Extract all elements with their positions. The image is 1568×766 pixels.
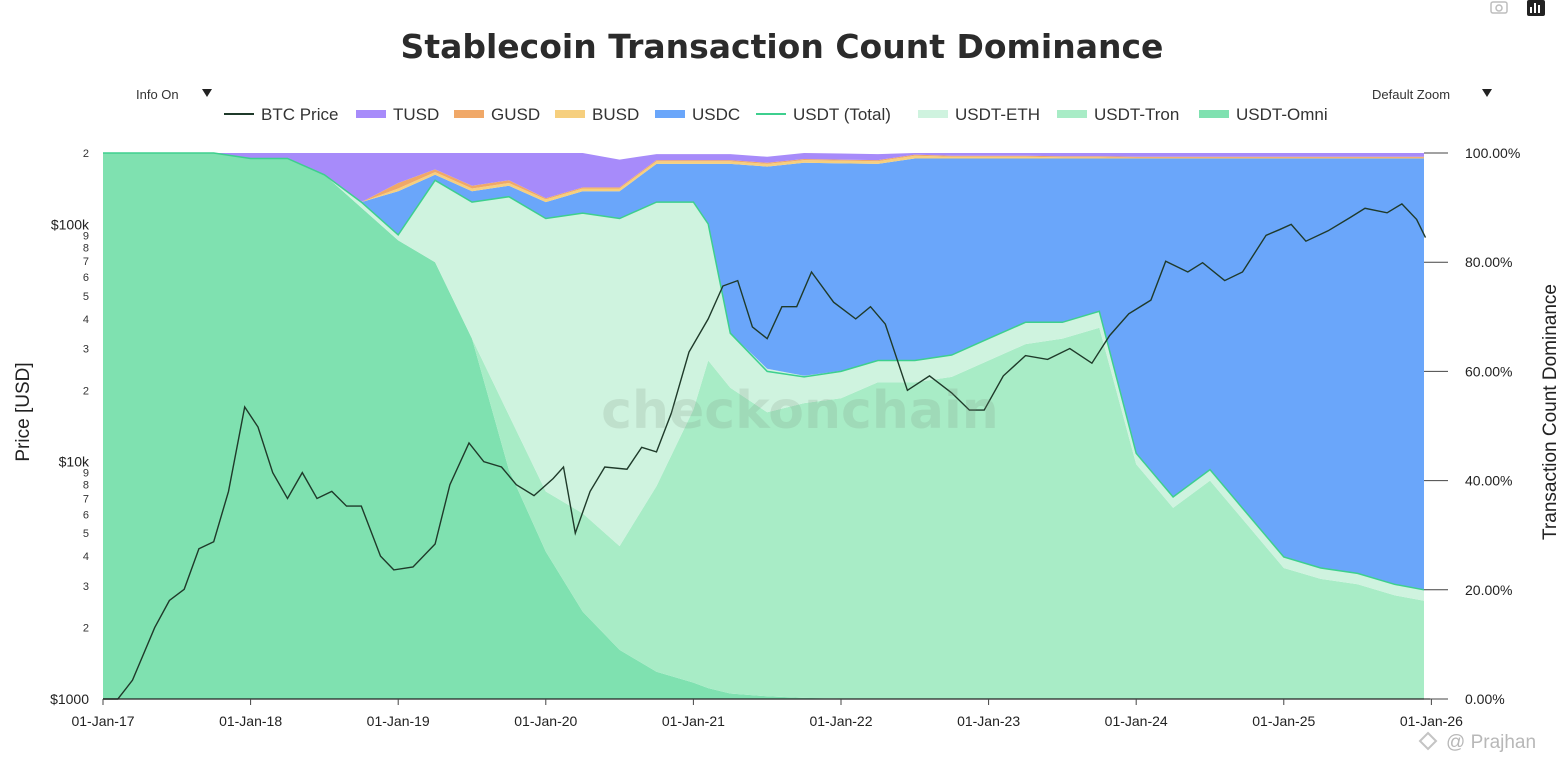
right-tick-label: 0.00% xyxy=(1465,691,1505,707)
right-tick-label: 40.00% xyxy=(1465,473,1512,489)
right-tick-label: 60.00% xyxy=(1465,363,1512,379)
chart-legend: BTC Price TUSD GUSD BUSD USDC USDT (Total) USD… xyxy=(224,105,1328,124)
info-chevron-down-icon xyxy=(202,89,212,97)
info-toggle-dropdown[interactable]: Info On xyxy=(136,87,212,102)
watermark-text: checkonchain xyxy=(601,381,999,441)
left-tick-label: 9 xyxy=(83,230,89,242)
legend-item-usdt-total[interactable]: USDT (Total) xyxy=(756,105,891,124)
zoom-select-label: Default Zoom xyxy=(1372,87,1450,102)
diamond-logo-icon xyxy=(1418,731,1438,751)
legend-label: USDT-Omni xyxy=(1236,105,1328,124)
area-busd xyxy=(103,153,1424,203)
left-tick-label: $10k xyxy=(59,454,90,470)
left-tick-label: 5 xyxy=(83,291,89,303)
left-axis-title: Price [USD] xyxy=(13,362,34,461)
area-usdt-eth xyxy=(103,153,1424,601)
left-tick-label: 3 xyxy=(83,581,89,593)
left-tick-label: 8 xyxy=(83,242,89,254)
legend-label: USDT-Tron xyxy=(1094,105,1179,124)
x-tick-label: 01-Jan-20 xyxy=(514,713,577,729)
credit-text: @ Prajhan xyxy=(1446,732,1536,753)
right-axis: 0.00% 20.00% 40.00% 60.00% 80.00% 100.00% xyxy=(1424,145,1520,707)
x-tick-label: 01-Jan-23 xyxy=(957,713,1020,729)
x-axis: 01-Jan-17 01-Jan-18 01-Jan-19 01-Jan-20 01-J… xyxy=(71,699,1463,729)
right-tick-label: 80.00% xyxy=(1465,254,1512,270)
left-tick-label: 5 xyxy=(83,528,89,540)
left-tick-label: 7 xyxy=(83,493,89,505)
legend-label: GUSD xyxy=(491,105,540,124)
legend-item-usdt-omni[interactable]: USDT-Omni xyxy=(1199,105,1328,124)
left-tick-label: 6 xyxy=(83,272,89,284)
legend-label: BUSD xyxy=(592,105,639,124)
area-usdt-omni xyxy=(103,153,1424,699)
x-tick-label: 01-Jan-22 xyxy=(809,713,872,729)
left-tick-label: 7 xyxy=(83,256,89,268)
chart-title: Stablecoin Transaction Count Dominance xyxy=(401,27,1164,66)
legend-swatch xyxy=(555,110,585,118)
x-tick-label: 01-Jan-19 xyxy=(367,713,430,729)
x-tick-label: 01-Jan-17 xyxy=(71,713,134,729)
modebar-camera-icon[interactable] xyxy=(1490,1,1508,14)
area-gusd xyxy=(103,153,1424,203)
right-tick-label: 20.00% xyxy=(1465,582,1512,598)
left-tick-label: 4 xyxy=(83,314,89,326)
credit-badge: @ Prajhan xyxy=(1418,731,1536,753)
legend-swatch xyxy=(1057,110,1087,118)
legend-label: TUSD xyxy=(393,105,439,124)
left-tick-label: 2 xyxy=(83,623,89,635)
left-tick-label: $100k xyxy=(51,216,90,232)
legend-swatch xyxy=(454,110,484,118)
x-tick-label: 01-Jan-21 xyxy=(662,713,725,729)
left-tick-label: 8 xyxy=(83,480,89,492)
legend-item-tusd[interactable]: TUSD xyxy=(356,105,439,124)
left-tick-label: $1000 xyxy=(50,691,89,707)
zoom-chevron-down-icon xyxy=(1482,89,1492,97)
legend-swatch xyxy=(655,110,685,118)
area-usdt-tron xyxy=(103,153,1424,699)
x-tick-label: 01-Jan-25 xyxy=(1252,713,1315,729)
area-tusd xyxy=(103,153,1424,203)
legend-item-btc-price[interactable]: BTC Price xyxy=(224,105,338,124)
line-btc-price xyxy=(103,203,1427,700)
x-tick-label: 01-Jan-24 xyxy=(1105,713,1168,729)
area-usdc xyxy=(103,153,1424,590)
legend-item-usdt-eth[interactable]: USDT-ETH xyxy=(918,105,1040,124)
x-tick-label: 01-Jan-18 xyxy=(219,713,282,729)
left-tick-label: 6 xyxy=(83,509,89,521)
legend-swatch xyxy=(356,110,386,118)
left-tick-label: 2 xyxy=(83,148,89,160)
legend-label: USDT (Total) xyxy=(793,105,891,124)
left-tick-label: 9 xyxy=(83,468,89,480)
x-tick-label: 01-Jan-26 xyxy=(1400,713,1463,729)
left-tick-label: 4 xyxy=(83,551,89,563)
right-tick-label: 100.00% xyxy=(1465,145,1520,161)
legend-label: USDC xyxy=(692,105,740,124)
info-toggle-label: Info On xyxy=(136,87,179,102)
line-usdt-total xyxy=(103,152,1425,591)
legend-item-usdc[interactable]: USDC xyxy=(655,105,740,124)
modebar-bar-chart-icon[interactable] xyxy=(1527,0,1545,16)
plot-area xyxy=(103,152,1430,700)
right-axis-title: Transaction Count Dominance xyxy=(1540,284,1561,540)
legend-swatch xyxy=(918,110,948,118)
left-tick-label: 2 xyxy=(83,385,89,397)
legend-swatch xyxy=(1199,110,1229,118)
legend-item-usdt-tron[interactable]: USDT-Tron xyxy=(1057,105,1179,124)
zoom-select-dropdown[interactable]: Default Zoom xyxy=(1372,87,1492,102)
legend-item-gusd[interactable]: GUSD xyxy=(454,105,540,124)
left-tick-label: 3 xyxy=(83,344,89,356)
legend-label: BTC Price xyxy=(261,105,338,124)
legend-label: USDT-ETH xyxy=(955,105,1040,124)
legend-item-busd[interactable]: BUSD xyxy=(555,105,639,124)
